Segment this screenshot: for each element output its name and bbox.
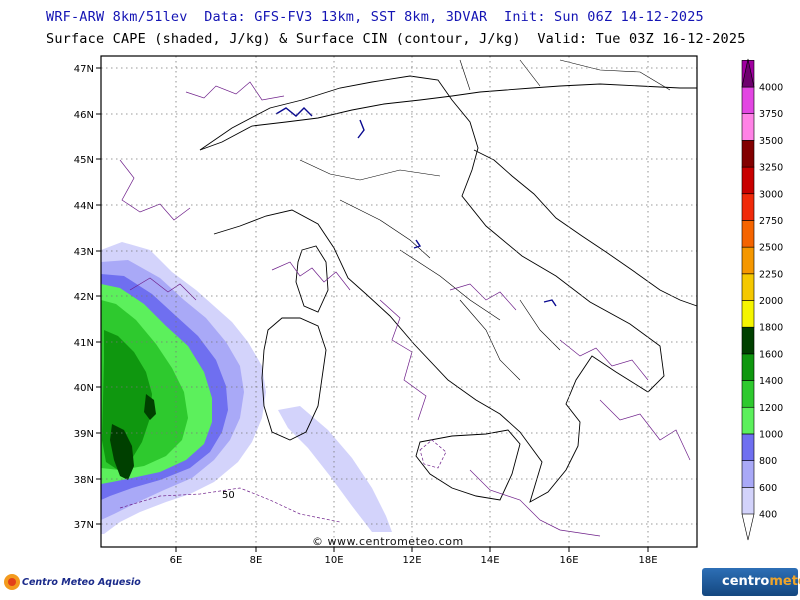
colorbar-swatch xyxy=(741,113,755,141)
north-border-extra xyxy=(459,59,671,91)
colorbar-swatch xyxy=(741,300,755,328)
cin-contour-line xyxy=(119,159,191,221)
right-logo-text-main: centro xyxy=(722,574,770,589)
colorbar-max-triangle xyxy=(741,58,755,88)
header-line-field-info: Surface CAPE (shaded, J/kg) & Surface CI… xyxy=(46,31,746,47)
regional-borders xyxy=(299,159,561,381)
cape-colorbar: 400 600 800 1000 1200 1400 1600 1800 2000 2250 250… xyxy=(741,58,783,541)
balkans-coast-outline xyxy=(473,149,698,307)
colorbar-tick-label: 3750 xyxy=(759,109,783,120)
cin-contour-line xyxy=(119,487,341,523)
colorbar-tick-label: 3000 xyxy=(759,189,783,200)
cape-area-400-tyrrhenian xyxy=(278,406,392,532)
cape-area-1600-a xyxy=(110,424,134,480)
colorbar-swatch xyxy=(741,353,755,381)
colorbar-swatch xyxy=(741,140,755,168)
right-logo-text: centrometeo xyxy=(722,574,800,589)
colorbar-swatch xyxy=(741,193,755,221)
axis-ticks xyxy=(96,67,649,552)
lon-label: 16E xyxy=(559,555,578,566)
lon-label: 8E xyxy=(250,555,263,566)
colorbar-tick-label: 2000 xyxy=(759,296,783,307)
colorbar-tick-label: 3250 xyxy=(759,163,783,174)
lat-label: 41N xyxy=(74,338,94,349)
colorbar-tick-label: 600 xyxy=(759,483,777,494)
latitude-labels: 47N 46N 45N 44N 43N 42N 41N 40N 39N 38N … xyxy=(74,64,94,531)
colorbar-tick-label: 800 xyxy=(759,456,777,467)
italy-mainland-outline xyxy=(199,75,665,503)
sardinia-outline xyxy=(261,317,327,441)
lat-label: 42N xyxy=(74,292,94,303)
lake-maggiore xyxy=(275,107,313,117)
map-border xyxy=(100,55,698,548)
colorbar-tick-label: 2750 xyxy=(759,216,783,227)
colorbar-swatch xyxy=(741,433,755,461)
lake-apulia xyxy=(543,299,557,307)
lon-label: 10E xyxy=(324,555,343,566)
cin-contour-line xyxy=(129,277,197,301)
lat-label: 40N xyxy=(74,383,94,394)
lon-label: 18E xyxy=(638,555,657,566)
header-line-model-info: WRF-ARW 8km/51lev Data: GFS-FV3 13km, SS… xyxy=(46,9,704,25)
lat-label: 44N xyxy=(74,201,94,212)
colorbar-min-triangle xyxy=(741,513,755,541)
colorbar-swatch xyxy=(741,86,755,114)
cin-contour-line xyxy=(599,399,691,461)
lat-label: 39N xyxy=(74,429,94,440)
colorbar-swatch xyxy=(741,246,755,275)
lon-label: 12E xyxy=(402,555,421,566)
colorbar-tick-label: 1800 xyxy=(759,323,783,334)
cin-contour-line xyxy=(469,469,601,537)
lakes xyxy=(275,107,557,307)
centro-meteo-aquesio-logo xyxy=(2,568,132,596)
watermark-text: © www.centrometeo.com xyxy=(312,535,464,548)
cin-contour-line xyxy=(559,339,649,381)
lat-label: 43N xyxy=(74,247,94,258)
centrometeo-logo xyxy=(702,568,798,596)
colorbar-tick-label: 1400 xyxy=(759,376,783,387)
colorbar-tick-label: 400 xyxy=(759,510,777,521)
coastlines-and-borders xyxy=(199,59,698,503)
map-panel: 47N 46N 45N 44N 43N 42N 41N 40N 39N 38N … xyxy=(74,55,698,566)
colorbar-tick-label: 2250 xyxy=(759,269,783,280)
right-logo-text-accent: meteo xyxy=(769,574,800,589)
cin-contour-line xyxy=(185,81,285,101)
colorbar-swatch xyxy=(741,220,755,248)
alps-border xyxy=(199,83,697,151)
lake-trasimeno xyxy=(413,239,422,249)
lat-label: 45N xyxy=(74,155,94,166)
colorbar-tick-label: 2500 xyxy=(759,243,783,254)
lat-label: 46N xyxy=(74,110,94,121)
cin-contour-line xyxy=(449,283,517,311)
corsica-outline xyxy=(295,245,329,313)
left-logo-text: Centro Meteo Aquesio xyxy=(22,577,141,588)
graticule xyxy=(101,56,697,547)
lon-label: 6E xyxy=(170,555,183,566)
cin-contour-label: 50 xyxy=(222,490,235,501)
colorbar-swatch xyxy=(741,380,755,408)
colorbar-swatch xyxy=(741,487,755,515)
lake-garda xyxy=(357,119,365,139)
colorbar-swatch xyxy=(741,166,755,195)
cape-shading xyxy=(101,242,392,534)
colorbar-tick-label: 1600 xyxy=(759,349,783,360)
colorbar-swatch xyxy=(741,406,755,435)
colorbar-swatch xyxy=(741,460,755,488)
colorbar-tick-label: 1000 xyxy=(759,429,783,440)
colorbar-tick-label: 1200 xyxy=(759,403,783,414)
longitude-labels: 6E 8E 10E 12E 14E 16E 18E xyxy=(170,555,658,566)
lat-label: 47N xyxy=(74,64,94,75)
lat-label: 37N xyxy=(74,520,94,531)
cape-area-1600-b xyxy=(144,394,156,420)
sicily-outline xyxy=(415,429,521,501)
colorbar-swatch xyxy=(741,273,755,301)
lon-label: 14E xyxy=(480,555,499,566)
sun-cloud-icon xyxy=(4,574,20,590)
lat-label: 38N xyxy=(74,475,94,486)
colorbar-swatch xyxy=(741,326,755,355)
colorbar-tick-label: 3500 xyxy=(759,136,783,147)
colorbar-tick-label: 4000 xyxy=(759,83,783,94)
cin-contour-line xyxy=(271,261,351,291)
